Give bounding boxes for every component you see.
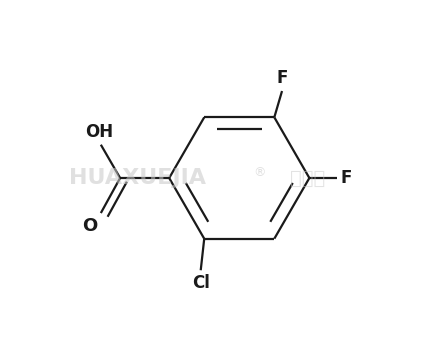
Text: OH: OH [85, 122, 113, 141]
Text: Cl: Cl [192, 274, 210, 292]
Text: O: O [82, 216, 97, 235]
Text: F: F [276, 69, 288, 87]
Text: ®: ® [253, 166, 266, 179]
Text: F: F [340, 169, 352, 187]
Text: HUAXUEJIA: HUAXUEJIA [70, 168, 206, 188]
Text: 化学加: 化学加 [290, 168, 325, 188]
